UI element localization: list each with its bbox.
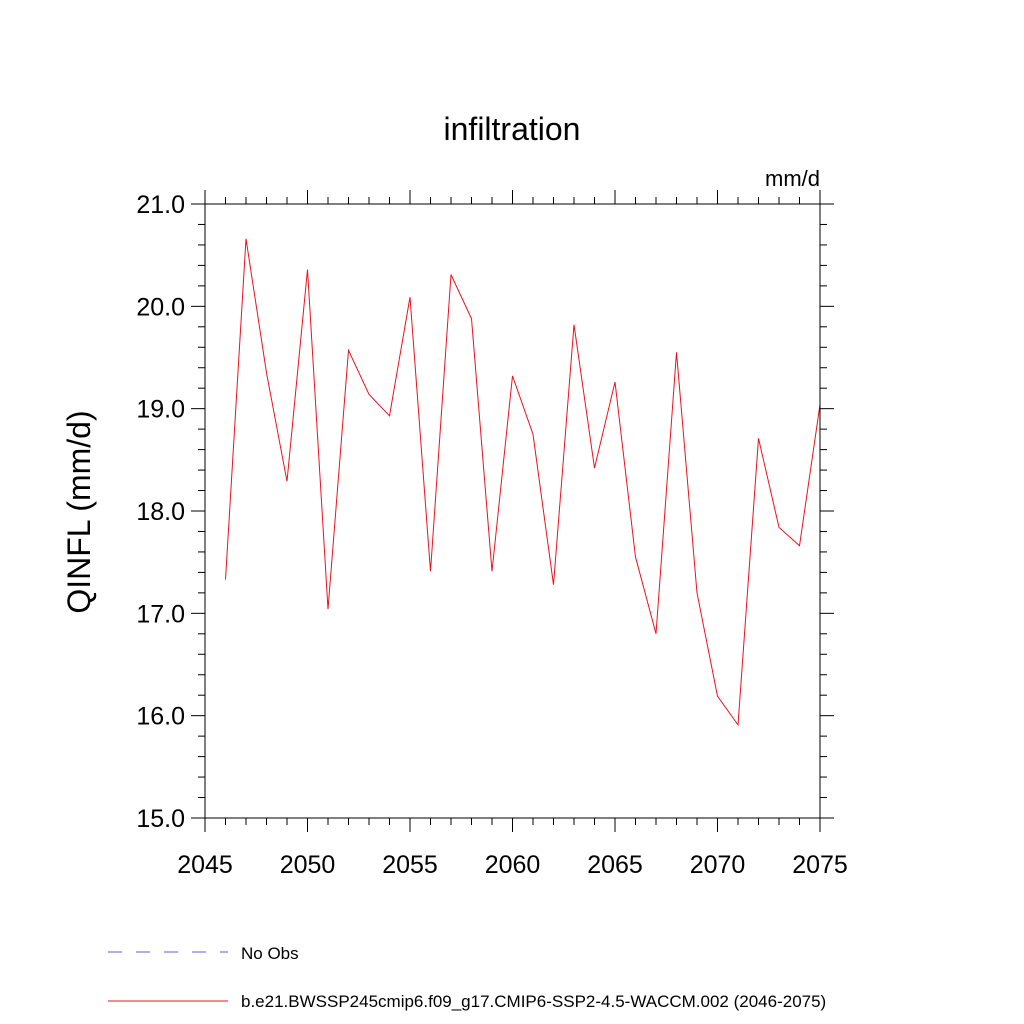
data-series [225,238,821,727]
x-tick-label: 2060 [485,851,541,879]
y-tick-label: 19.0 [136,396,185,424]
legend-label-model-run: b.e21.BWSSP245cmip6.f09_g17.CMIP6-SSP2-4… [241,992,826,1011]
y-tick-label: 18.0 [136,498,185,526]
x-tick-label: 2055 [382,851,438,879]
y-axis-label: QINFL (mm/d) [61,410,97,613]
y-tick-label: 17.0 [136,600,185,628]
x-tick-label: 2045 [177,851,233,879]
y-tick-label: 20.0 [136,293,185,321]
units-label: mm/d [765,166,820,191]
x-tick-label: 2070 [690,851,746,879]
x-tick-label: 2050 [280,851,336,879]
plot-frame [204,203,821,819]
y-tick-label: 21.0 [136,191,185,219]
axis-tick-labels: 2045 2050 2055 2060 2065 2070 2075 15.0 16.0 17.0… [136,191,847,879]
x-tick-label: 2065 [587,851,643,879]
legend-label-no-obs: No Obs [241,944,299,963]
legend: No Obs b.e21.BWSSP245cmip6.f09_g17.CMIP6… [108,944,826,1011]
x-tick-label: 2075 [792,851,848,879]
y-tick-label: 15.0 [136,805,185,833]
chart-title: infiltration [444,111,581,147]
series-line [225,238,821,727]
y-tick-label: 16.0 [136,703,185,731]
axis-ticks [191,190,834,832]
